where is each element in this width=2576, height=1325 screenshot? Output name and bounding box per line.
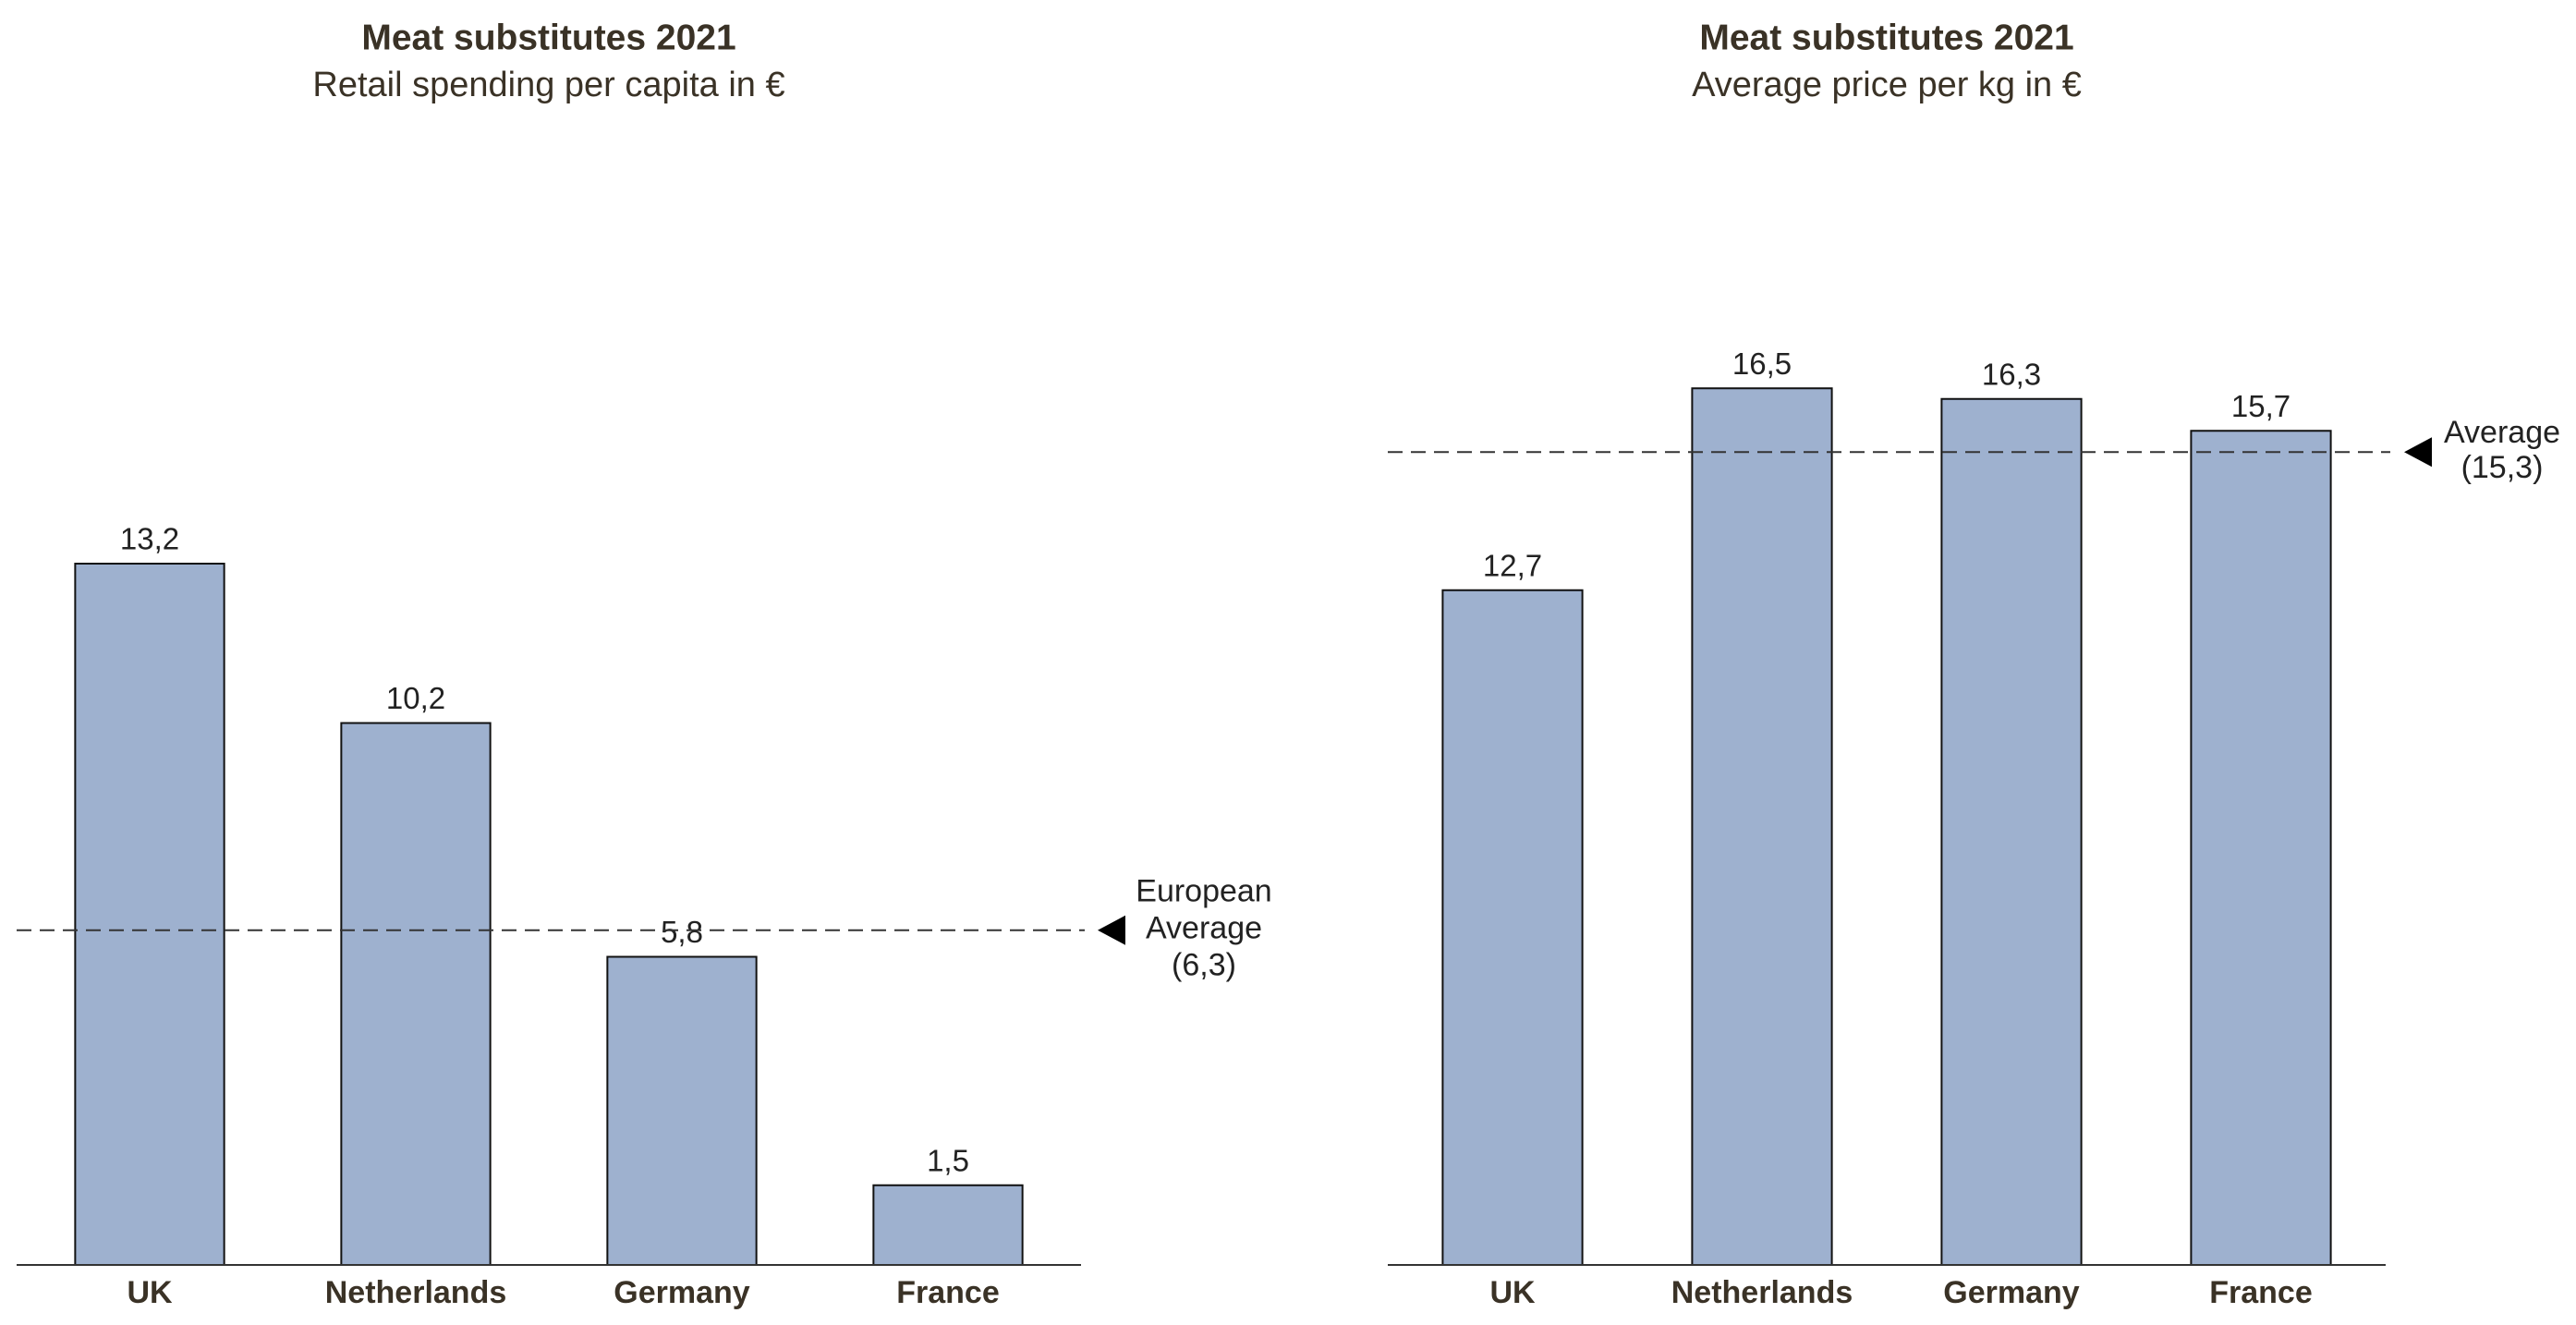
- bar: [74, 563, 225, 1266]
- value-label: 5,8: [661, 915, 703, 949]
- x-tick-label: Netherlands: [1671, 1275, 1853, 1310]
- chart-title: Meat substitutes 2021: [1699, 18, 2073, 57]
- reference-marker: [1098, 915, 1125, 945]
- bar: [1940, 397, 2083, 1266]
- value-label: 12,7: [1483, 548, 1542, 582]
- x-tick-label: France: [896, 1275, 1000, 1310]
- x-tick-label: Netherlands: [325, 1275, 507, 1310]
- chart-subtitle: Retail spending per capita in €: [312, 66, 784, 104]
- bar: [872, 1184, 1024, 1266]
- x-tick-label: UK: [127, 1275, 173, 1310]
- bar: [2190, 430, 2332, 1266]
- value-label: 16,5: [1732, 346, 1792, 381]
- bar: [1441, 589, 1584, 1266]
- reference-marker: [2404, 437, 2432, 468]
- x-tick-label: Germany: [614, 1275, 749, 1310]
- value-label: 15,7: [2231, 389, 2290, 423]
- reference-label: Average: [1146, 911, 1262, 946]
- chart-subtitle: Average price per kg in €: [1692, 66, 2082, 104]
- reference-label: (15,3): [2461, 450, 2544, 485]
- bar: [340, 722, 492, 1266]
- value-label: 13,2: [120, 522, 179, 556]
- value-label: 1,5: [927, 1143, 969, 1177]
- bar: [606, 955, 758, 1266]
- x-tick-label: UK: [1489, 1275, 1536, 1310]
- reference-label: European: [1136, 874, 1271, 909]
- reference-label: Average: [2444, 415, 2560, 450]
- x-tick-label: Germany: [1943, 1275, 2079, 1310]
- x-tick-label: France: [2209, 1275, 2313, 1310]
- value-label: 10,2: [386, 681, 445, 715]
- bar: [1691, 387, 1833, 1266]
- value-label: 16,3: [1982, 357, 2041, 391]
- reference-label: (6,3): [1172, 948, 1236, 983]
- chart-title: Meat substitutes 2021: [361, 18, 735, 57]
